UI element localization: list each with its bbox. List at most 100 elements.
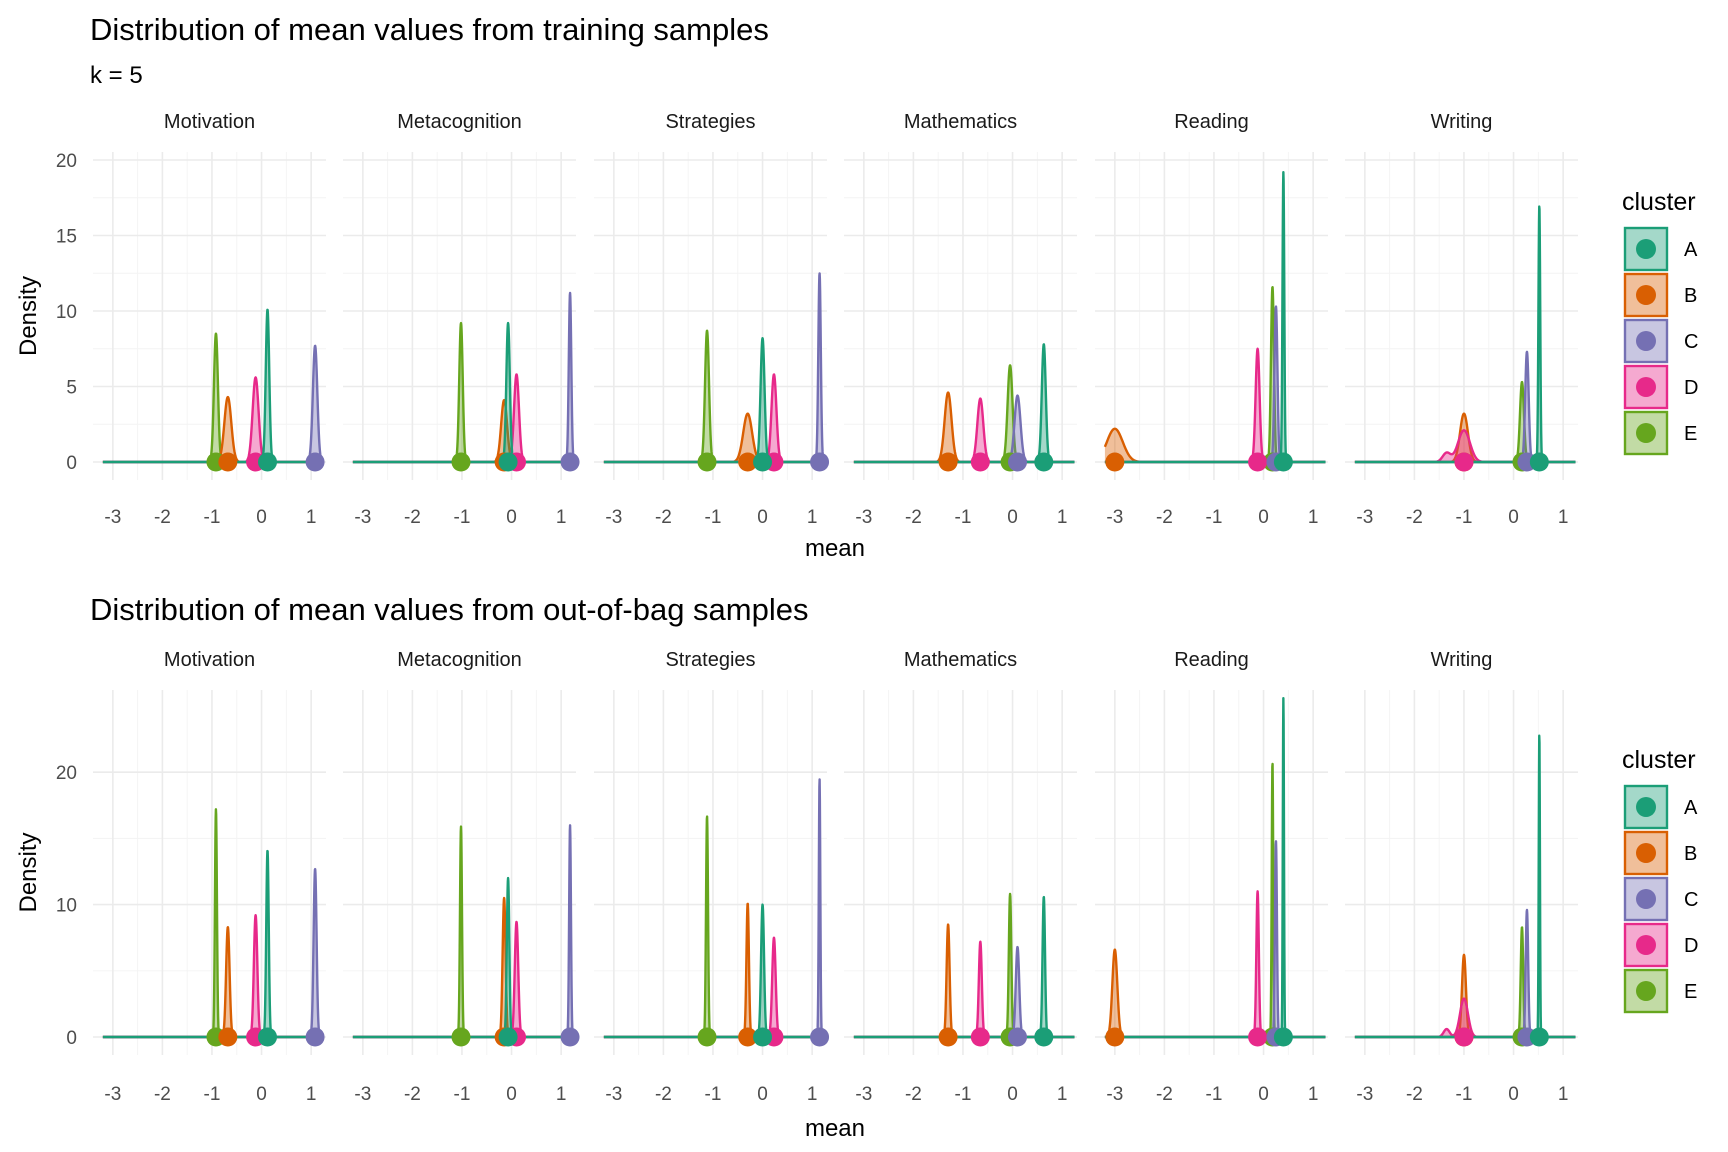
mean-point-E <box>451 452 471 472</box>
density-area-E <box>1354 382 1576 462</box>
x-tick-label: -3 <box>1356 1084 1373 1105</box>
y-tick-label: 0 <box>66 1028 77 1049</box>
facet-reading: Reading -3 -2 -1 0 1 <box>1095 649 1328 1105</box>
legend-label: D <box>1684 935 1698 957</box>
mean-point-B <box>1105 452 1125 472</box>
x-tick-label: -3 <box>104 1084 121 1105</box>
legend-item-C: C <box>1623 318 1698 364</box>
legend-key-point <box>1636 239 1656 259</box>
facet-reading: Reading -3 -2 -1 0 1 <box>1095 111 1328 528</box>
mean-point-A <box>753 452 773 472</box>
facet-strip-label: Mathematics <box>904 111 1017 133</box>
legend-key-point <box>1636 285 1656 305</box>
mean-point-E <box>451 1027 471 1047</box>
density-line-A <box>1103 697 1327 1039</box>
density-area-B <box>603 413 825 462</box>
density-area-C <box>603 273 825 462</box>
x-tick-label: -3 <box>605 1084 622 1105</box>
mean-point-C <box>1008 1027 1028 1047</box>
density-area-A <box>1104 698 1326 1037</box>
y-axis-title: Density <box>15 276 42 356</box>
density-line-B <box>1103 948 1327 1039</box>
x-tick-label: 0 <box>506 1084 517 1105</box>
x-tick-label: 1 <box>1558 1084 1569 1105</box>
density-area-D <box>603 937 825 1037</box>
legend-label: E <box>1684 423 1697 445</box>
mean-point-D <box>1248 452 1268 472</box>
facet-strip-label: Motivation <box>164 649 255 671</box>
x-tick-label: -2 <box>404 507 421 528</box>
legend-key-point <box>1636 797 1656 817</box>
x-tick-label: -3 <box>855 1084 872 1105</box>
facet-strip-label: Motivation <box>164 111 255 133</box>
x-tick-label: -3 <box>354 1084 371 1105</box>
legend-item-B: B <box>1623 830 1697 876</box>
x-tick-label: 1 <box>1308 507 1319 528</box>
legend-label: C <box>1684 331 1698 353</box>
legend-key-point <box>1636 423 1656 443</box>
mean-point-B <box>938 1027 958 1047</box>
x-tick-label: -1 <box>454 507 471 528</box>
x-tick-label: -2 <box>154 507 171 528</box>
density-area-D <box>1104 348 1326 462</box>
facet-strip-label: Strategies <box>665 111 755 133</box>
legend-key-point <box>1636 935 1656 955</box>
x-tick-label: -1 <box>1456 1084 1473 1105</box>
mean-point-A <box>498 1027 518 1047</box>
x-tick-label: -2 <box>655 507 672 528</box>
density-line-E <box>351 321 575 464</box>
legend-item-D: D <box>1623 364 1698 410</box>
x-tick-label: -1 <box>705 507 722 528</box>
legend-label: B <box>1684 843 1697 865</box>
y-tick-label: 0 <box>66 453 77 474</box>
x-tick-label: 1 <box>556 1084 567 1105</box>
mean-point-B <box>938 452 958 472</box>
legend-item-B: B <box>1623 272 1697 318</box>
legend-item-E: E <box>1623 968 1697 1014</box>
x-tick-label: -3 <box>1106 1084 1123 1105</box>
legend-label: C <box>1684 889 1698 911</box>
facet-strip-label: Writing <box>1431 649 1493 671</box>
mean-point-B <box>738 452 758 472</box>
x-tick-label: -1 <box>1206 507 1223 528</box>
x-tick-label: 1 <box>1057 507 1068 528</box>
density-line-D <box>1103 890 1327 1039</box>
density-area-B <box>1354 413 1576 462</box>
legend-item-E: E <box>1623 410 1697 456</box>
facet-motivation: Motivation -3 -2 -1 0 1 <box>93 649 326 1105</box>
mean-point-B <box>218 1027 238 1047</box>
chart-subtitle: k = 5 <box>90 62 143 89</box>
mean-point-B <box>218 452 238 472</box>
y-tick-label: 10 <box>56 302 77 323</box>
density-area-E <box>603 816 825 1037</box>
facet-metacognition: Metacognition -3 -2 -1 0 1 <box>343 111 580 528</box>
x-tick-label: -2 <box>154 1084 171 1105</box>
mean-point-C <box>810 1027 830 1047</box>
legend-key <box>1623 922 1669 968</box>
facet-motivation: Motivation -3 -2 -1 0 1 <box>93 111 326 528</box>
x-tick-label: 1 <box>306 1084 317 1105</box>
facet-strip-label: Metacognition <box>397 649 522 671</box>
chart-title: Distribution of mean values from trainin… <box>90 12 769 47</box>
facet-mathematics: Mathematics -3 -2 -1 0 1 <box>844 649 1077 1105</box>
legend-key <box>1623 272 1669 318</box>
x-tick-label: 0 <box>1007 507 1018 528</box>
x-tick-label: -1 <box>955 1084 972 1105</box>
x-tick-label: -2 <box>655 1084 672 1105</box>
density-area-D <box>1354 998 1576 1037</box>
legend-label: A <box>1684 239 1698 261</box>
x-tick-label: 1 <box>1057 1084 1068 1105</box>
mean-point-A <box>1529 1027 1549 1047</box>
facet-writing: Writing -3 -2 -1 0 1 <box>1345 111 1578 528</box>
density-area-A <box>603 338 825 462</box>
legend-item-C: C <box>1623 876 1698 922</box>
x-tick-label: -2 <box>1406 507 1423 528</box>
facet-strip-label: Reading <box>1174 649 1249 671</box>
y-tick-label: 20 <box>56 151 77 172</box>
density-line-D <box>1103 347 1327 464</box>
legend-title: cluster <box>1622 188 1696 216</box>
x-tick-label: -3 <box>855 507 872 528</box>
x-tick-label: -3 <box>605 507 622 528</box>
legend-key-point <box>1636 331 1656 351</box>
x-tick-label: -2 <box>905 1084 922 1105</box>
